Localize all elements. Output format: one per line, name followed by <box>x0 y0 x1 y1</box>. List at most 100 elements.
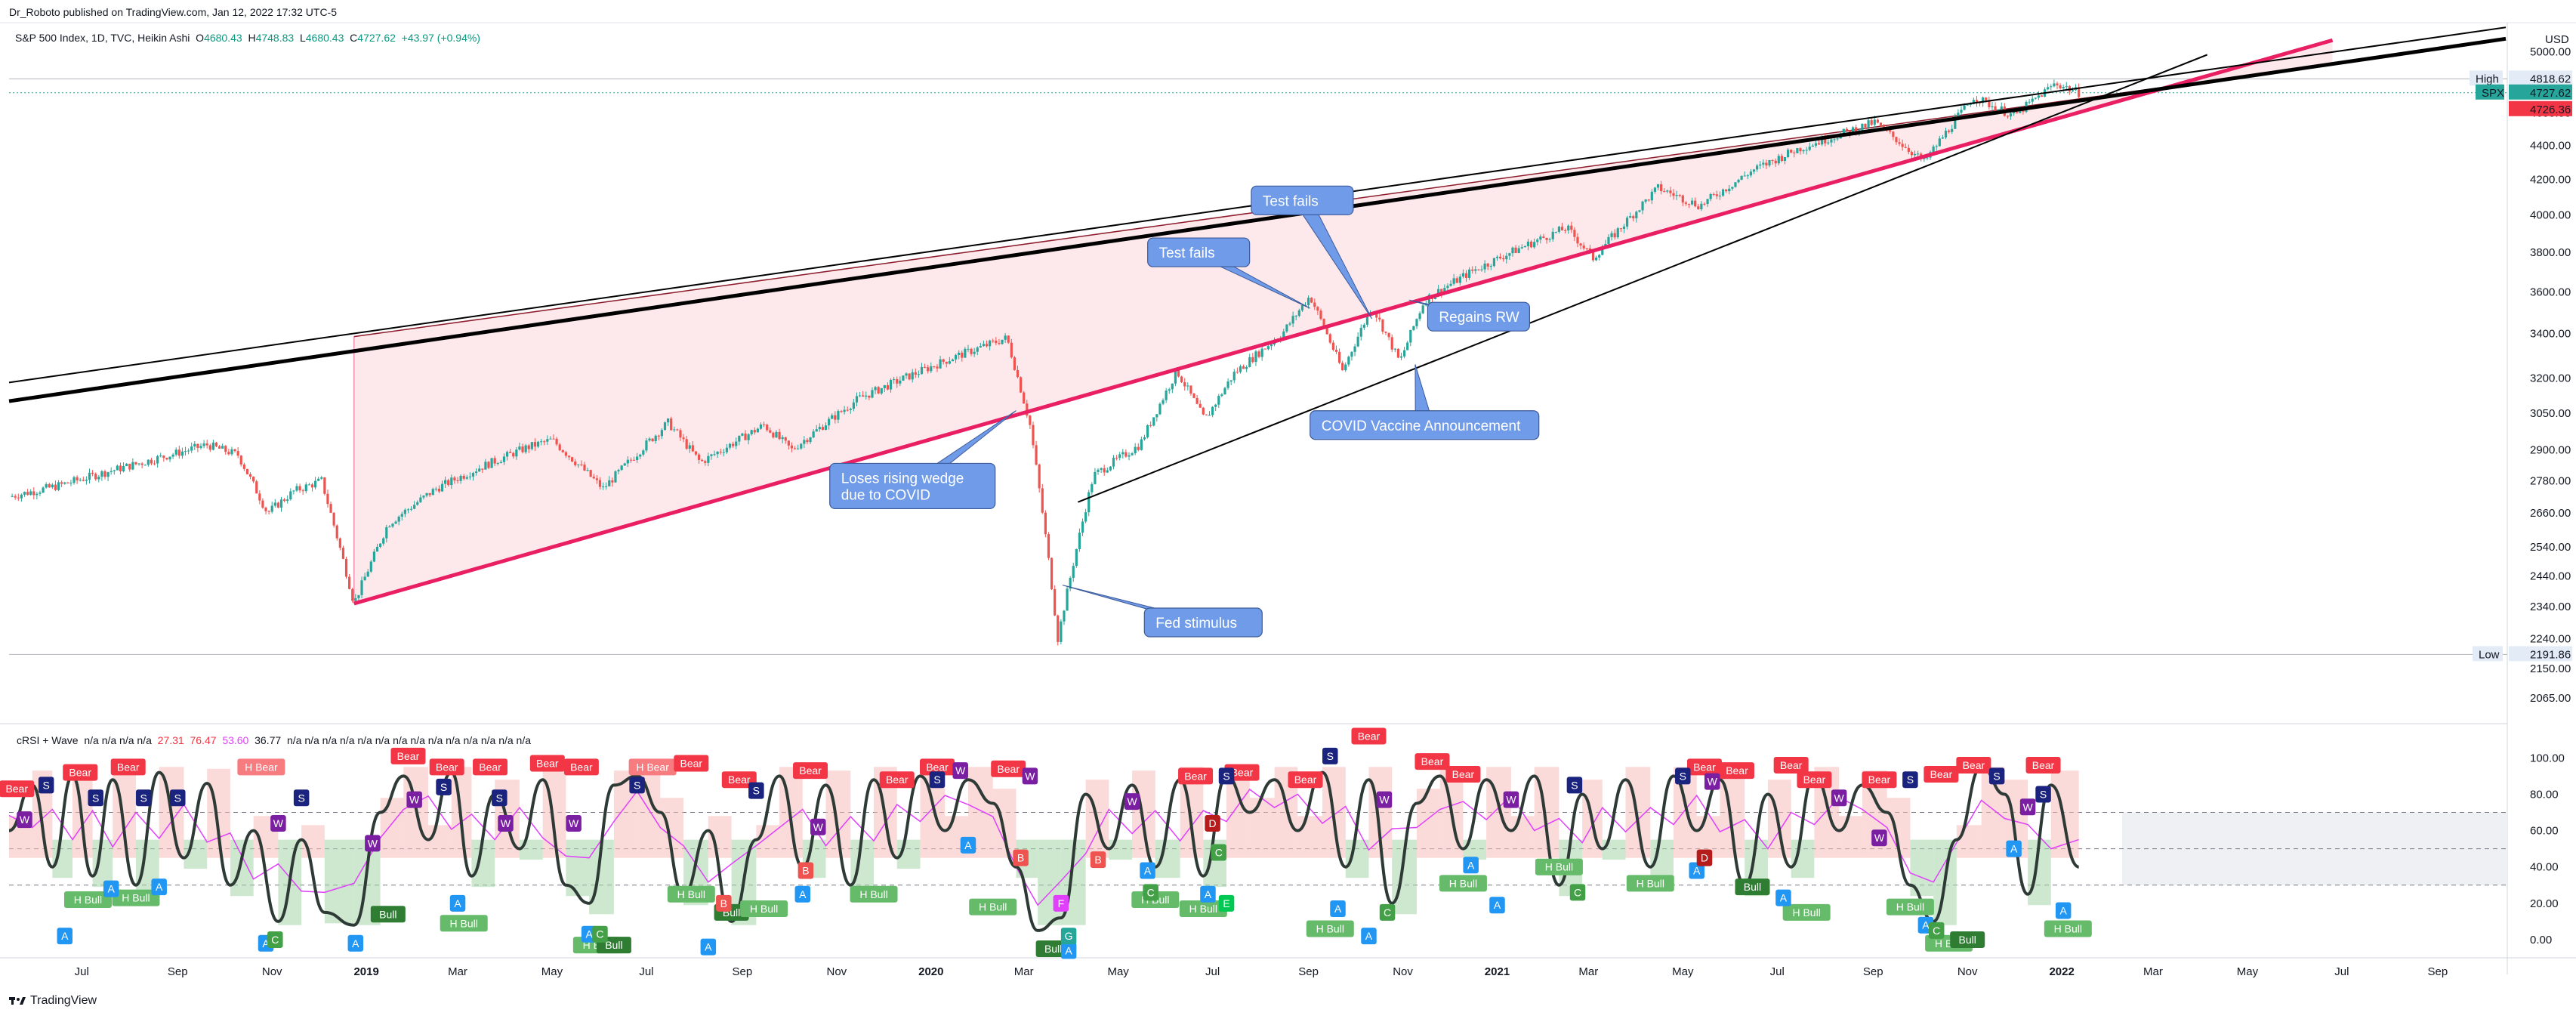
price-candle <box>1149 425 1152 426</box>
osc-marker-w <box>810 818 826 835</box>
price-candle <box>1118 454 1121 459</box>
price-candle <box>889 379 893 390</box>
price-candle <box>735 441 738 446</box>
osc-marker-h-bear <box>237 758 285 776</box>
price-candle <box>1004 335 1007 340</box>
osc-marker-text: A <box>1494 899 1501 911</box>
osc-marker-c <box>1211 844 1227 861</box>
price-candle <box>1625 218 1629 227</box>
price-tick-label: 2065.00 <box>2530 692 2571 705</box>
osc-marker-text: S <box>1223 770 1229 782</box>
price-candle <box>1214 404 1217 407</box>
footer-brand[interactable]: TradingView <box>9 994 97 1008</box>
price-candle <box>221 446 224 449</box>
price-candle <box>245 468 249 474</box>
osc-marker-w <box>952 762 968 780</box>
price-candle <box>1137 446 1140 450</box>
price-candle <box>119 465 122 471</box>
price-candle <box>140 463 143 465</box>
osc-band-green <box>52 839 72 879</box>
osc-marker-h-bull <box>1306 920 1354 937</box>
price-candle <box>1223 388 1226 395</box>
price-candle <box>1177 369 1180 377</box>
price-candle <box>180 451 184 456</box>
price-candle <box>1446 286 1449 289</box>
price-candle <box>1653 187 1657 192</box>
price-candle <box>39 493 42 494</box>
price-candle <box>1381 319 1384 332</box>
price-candle <box>224 446 227 452</box>
price-candle <box>846 409 849 411</box>
price-candle <box>976 347 979 352</box>
price-candle <box>942 359 945 363</box>
osc-marker-w <box>1831 789 1847 807</box>
price-candle <box>26 492 29 496</box>
callout-box[interactable] <box>829 462 996 510</box>
price-candle <box>1554 231 1557 233</box>
rising-wedge-support-line[interactable] <box>353 38 2334 606</box>
time-tick-label: Sep <box>1863 965 1883 978</box>
crsi-line <box>8 765 2080 932</box>
price-candle <box>1948 131 1951 132</box>
price-candle <box>540 441 543 443</box>
price-candle <box>1007 335 1010 343</box>
price-candle <box>803 440 806 444</box>
price-candle <box>242 464 245 469</box>
price-candle <box>1913 153 1917 156</box>
price-candle <box>1808 147 1811 150</box>
osc-marker-text: A <box>1205 888 1212 900</box>
price-candle <box>1103 468 1106 473</box>
price-candle <box>1629 216 1632 218</box>
price-candle <box>283 499 286 502</box>
callout-box[interactable] <box>1427 301 1531 332</box>
covid-channel-line-line[interactable] <box>1078 54 2208 503</box>
high-value-bg <box>2509 70 2572 86</box>
osc-marker-text: A <box>1693 865 1701 877</box>
osc-marker-s <box>135 789 152 807</box>
price-candle <box>1091 483 1094 493</box>
callout-box[interactable] <box>1147 237 1251 267</box>
osc-marker-text: B <box>1017 852 1024 864</box>
price-candle <box>1926 157 1929 159</box>
price-candle <box>2047 87 2050 90</box>
price-candle <box>790 445 794 449</box>
price-candle <box>1783 157 1787 162</box>
osc-marker-text: A <box>156 881 163 893</box>
price-candle <box>487 462 490 468</box>
price-candle <box>831 415 834 419</box>
rising-wedge-resistance-line[interactable] <box>8 36 2507 403</box>
price-candle <box>1752 169 1756 172</box>
price-candle <box>1505 255 1508 260</box>
price-candle <box>1316 307 1319 311</box>
osc-band-red <box>380 798 404 858</box>
price-candle <box>1811 145 1814 147</box>
oscillator-layer: Bear Bear Bear H Bear Bear Bear Bear Bear Bear H … <box>0 727 2507 959</box>
price-candle <box>948 361 951 364</box>
price-candle <box>1895 137 1898 143</box>
time-tick-label: 2021 <box>1485 965 1510 978</box>
price-candle <box>103 471 106 477</box>
callout-box[interactable] <box>1310 410 1540 440</box>
osc-band-red <box>428 825 452 858</box>
price-tick-label: 3050.00 <box>2530 407 2571 420</box>
callout-box[interactable] <box>1143 607 1263 638</box>
callout-box[interactable] <box>1251 185 1354 215</box>
osc-marker-text: D <box>1701 852 1708 864</box>
price-candle <box>162 455 165 459</box>
price-candle <box>1325 328 1328 335</box>
osc-marker-text: W <box>368 837 378 849</box>
price-candle <box>623 463 626 466</box>
price-candle <box>378 543 382 547</box>
price-candle <box>1128 455 1131 457</box>
price-candle <box>1162 400 1165 404</box>
price-candle <box>858 395 862 397</box>
osc-marker-w <box>498 814 514 832</box>
osc-marker-text: E <box>1223 897 1229 909</box>
price-candle <box>351 588 354 601</box>
osc-marker-text: C <box>1147 886 1155 898</box>
price-candle <box>320 477 323 479</box>
price-candle <box>106 472 110 477</box>
price-candle <box>601 486 605 488</box>
price-candle <box>1985 97 1988 100</box>
